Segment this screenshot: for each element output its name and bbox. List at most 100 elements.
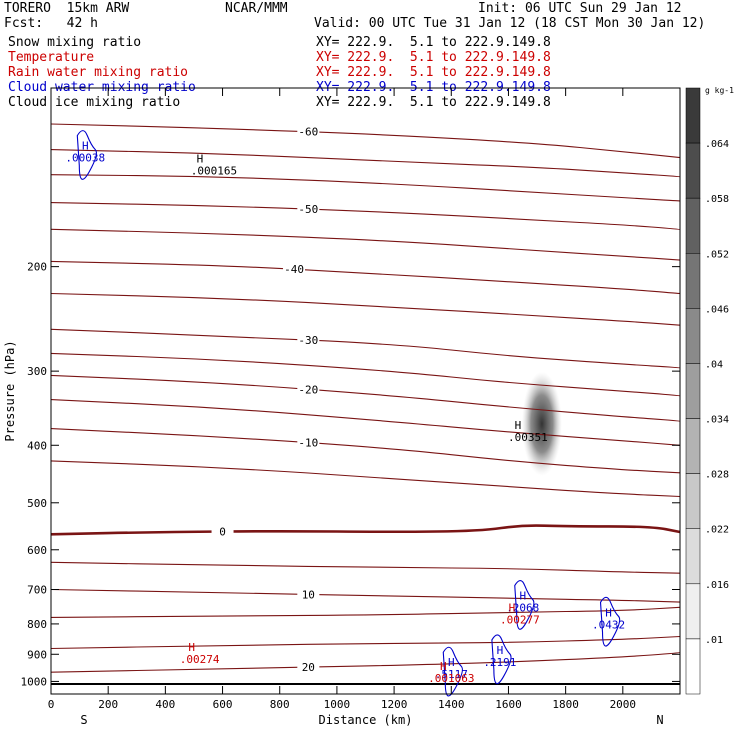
colorbar-segment	[685, 583, 701, 640]
temperature-contour-label: -30	[298, 334, 318, 347]
colorbar-tick-label: .016	[705, 580, 729, 591]
colorbar-tick-label: .064	[705, 139, 729, 150]
x-tick-label: 1000	[324, 698, 351, 711]
colorbar-unit: g kg-1	[705, 86, 734, 95]
x-tick-label: 200	[98, 698, 118, 711]
colorbar-segment	[685, 253, 701, 309]
contour-label-bg	[283, 263, 306, 276]
temperature-contour	[50, 374, 681, 422]
forecast-hour: Fcst: 42 h	[4, 16, 98, 31]
temperature-contour	[50, 524, 681, 536]
colorbar-segment	[685, 528, 701, 585]
cloud-ice-max-marker: H	[197, 153, 204, 166]
field-xy-snow: XY= 222.9. 5.1 to 222.9.149.8	[316, 35, 551, 50]
colorbar-tick-label: .01	[705, 635, 723, 646]
temperature-contour	[50, 174, 681, 202]
rain-max-marker: H	[440, 660, 447, 673]
cloud-ice-max-value: .000165	[191, 165, 237, 178]
temperature-contour	[50, 606, 681, 618]
y-tick-label: 800	[27, 618, 47, 631]
x-tick-label: 1600	[495, 698, 522, 711]
x-tick-label: 600	[213, 698, 233, 711]
x-end-label-north: N	[656, 713, 663, 727]
colorbar-segment	[685, 473, 701, 529]
temperature-contour	[50, 652, 681, 673]
y-tick-label: 900	[27, 648, 47, 661]
y-tick-label: 500	[27, 497, 47, 510]
temperature-contour-label: -10	[298, 437, 318, 450]
cloud-water-max-marker: H	[82, 140, 89, 153]
colorbar-tick-label: .022	[705, 525, 729, 536]
x-end-label-south: S	[80, 713, 87, 727]
cloud-water-max-value: .2068	[506, 602, 539, 615]
rain-max-marker: H	[509, 601, 516, 614]
temperature-contour	[50, 260, 681, 295]
model-title: TORERO 15km ARW	[4, 1, 130, 16]
colorbar-segment	[685, 308, 701, 364]
field-xy-rain: XY= 222.9. 5.1 to 222.9.149.8	[316, 65, 551, 80]
cloud-water-max-marker: H	[605, 606, 612, 619]
cloud-water-max-value: .5117	[435, 668, 468, 681]
contour-label-bg	[211, 525, 234, 538]
cloud-water-max-value: .00038	[65, 152, 105, 165]
colorbar-tick-label: .058	[705, 194, 729, 205]
init-time: Init: 06 UTC Sun 29 Jan 12	[478, 1, 682, 16]
x-tick-label: 2000	[610, 698, 637, 711]
cloud-water-contour	[599, 596, 621, 647]
contour-label-bg	[297, 125, 320, 138]
temperature-contour-label: -50	[298, 203, 318, 216]
snow-max-value: .00351	[508, 431, 548, 444]
org-title: NCAR/MMM	[225, 1, 288, 16]
rain-max-marker: H	[188, 641, 195, 654]
temperature-contour	[50, 428, 681, 474]
y-tick-label: 700	[27, 584, 47, 597]
x-tick-label: 0	[48, 698, 55, 711]
x-tick-label: 800	[270, 698, 290, 711]
snow-shading	[521, 371, 562, 476]
temperature-contour-label: -40	[284, 263, 304, 276]
temperature-contour	[50, 228, 681, 261]
field-name-temperature: Temperature	[8, 50, 95, 65]
y-tick-label: 600	[27, 544, 47, 557]
temperature-contour	[50, 635, 681, 650]
x-axis-label: Distance (km)	[319, 713, 413, 727]
cloud-water-max-value: .2191	[483, 656, 516, 669]
colorbar-tick-label: .034	[705, 415, 729, 426]
field-name-snow: Snow mixing ratio	[8, 35, 142, 50]
temperature-contour-label: 20	[302, 661, 315, 674]
y-tick-label: 200	[27, 261, 47, 274]
colorbar-tick-label: .046	[705, 304, 729, 315]
field-name-rain: Rain water mixing ratio	[8, 65, 189, 80]
temperature-contour	[50, 149, 681, 178]
y-axis-label: Pressure (hPa)	[3, 340, 17, 441]
temperature-contour	[50, 588, 681, 603]
contour-label-bg	[297, 383, 320, 396]
colorbar-segment	[685, 418, 701, 474]
colorbar-tick-label: .052	[705, 249, 729, 260]
field-xy-temperature: XY= 222.9. 5.1 to 222.9.149.8	[316, 50, 551, 65]
contour-label-bg	[297, 661, 320, 674]
rain-max-value: .00274	[180, 653, 220, 666]
temperature-contour	[50, 352, 681, 397]
cloud-water-max-marker: H	[448, 656, 455, 669]
field-xy-cloud-ice: XY= 222.9. 5.1 to 222.9.149.8	[316, 95, 551, 110]
temperature-contour	[50, 399, 681, 446]
temperature-contour-label: 10	[302, 588, 315, 601]
colorbar-segment	[685, 363, 701, 419]
snow-max-marker: H	[515, 419, 522, 432]
cloud-water-max-marker: H	[497, 644, 504, 657]
temperature-contour	[50, 328, 681, 369]
colorbar-segment	[685, 197, 701, 254]
field-name-cloud-ice: Cloud ice mixing ratio	[8, 95, 181, 110]
temperature-contour-label: -60	[298, 126, 318, 139]
rain-max-value: .001063	[428, 672, 474, 685]
cloud-water-contour	[442, 646, 463, 697]
cloud-water-contour	[76, 130, 97, 180]
x-tick-label: 400	[155, 698, 175, 711]
temperature-contour	[50, 561, 681, 574]
colorbar-segment	[685, 638, 701, 695]
colorbar-segment	[685, 87, 701, 144]
x-tick-label: 1800	[552, 698, 579, 711]
contour-label-bg	[297, 588, 320, 601]
